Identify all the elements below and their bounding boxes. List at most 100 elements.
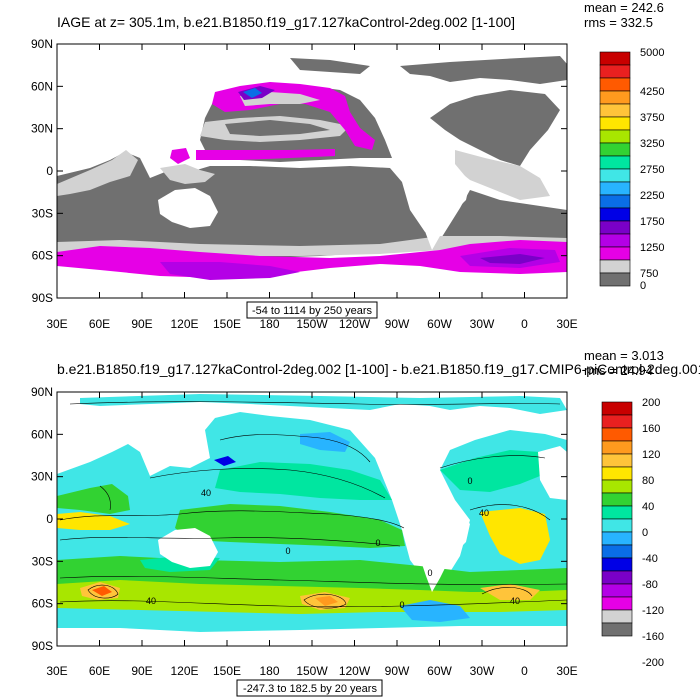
colorbar-swatch: [599, 103, 631, 118]
x-tick-label: 60W: [427, 664, 452, 678]
panel-2-north-pacific-darkblue: [214, 456, 236, 466]
panel-1-map: [57, 44, 567, 298]
panel-1-pacific-magenta-strip: [196, 149, 335, 160]
panel-1-np-blue: [243, 88, 262, 98]
contour-label: 0: [285, 546, 290, 556]
x-tick-label: 60W: [427, 317, 452, 331]
colorbar-label: 750: [640, 268, 658, 280]
colorbar-label: 1750: [640, 216, 664, 228]
colorbar-label: 80: [642, 475, 654, 487]
colorbar-label: 5000: [640, 47, 664, 59]
colorbar-swatch: [601, 583, 633, 598]
x-tick-label: 90E: [131, 664, 152, 678]
contour-line-12: [481, 587, 533, 597]
y-tick-label: 30S: [32, 206, 53, 220]
colorbar-swatch: [601, 544, 633, 559]
panel-1-indian-gray: [57, 150, 138, 196]
contour-line-2: [59, 536, 401, 547]
panel-2-y-ticks: 90N 60N 30N 0 30S 60S 90S: [31, 385, 567, 653]
colorbar-label: 120: [642, 449, 660, 461]
colorbar-swatch: [599, 246, 631, 261]
colorbar-label: 160: [642, 423, 660, 435]
panel-1-tropical-magenta: [170, 148, 190, 164]
y-tick-label: 30N: [31, 470, 53, 484]
x-tick-label: 150W: [296, 317, 328, 331]
panel-1-purple-patch-1: [160, 262, 300, 280]
x-tick-label: 120E: [170, 664, 198, 678]
panel-1-north-atlantic: [430, 90, 560, 166]
x-tick-label: 90W: [385, 317, 410, 331]
colorbar-swatch: [599, 207, 631, 222]
colorbar-label: 0: [642, 527, 648, 539]
colorbar-swatch: [601, 440, 633, 455]
x-tick-label: 90E: [131, 317, 152, 331]
colorbar-swatch: [599, 77, 631, 92]
contour-label: 0: [399, 600, 404, 610]
colorbar-label: -40: [642, 553, 658, 565]
colorbar-label: 200: [642, 397, 660, 409]
colorbar-swatch: [599, 220, 631, 235]
colorbar-swatch: [599, 259, 631, 274]
colorbar-swatch: [601, 609, 633, 624]
contour-label: 0: [427, 568, 432, 578]
x-tick-label: 30E: [556, 317, 577, 331]
y-tick-label: 90N: [31, 37, 53, 51]
y-tick-label: 0: [46, 512, 53, 526]
colorbar-label: -120: [642, 605, 664, 617]
colorbar-swatch: [599, 142, 631, 157]
y-tick-label: 90S: [32, 291, 53, 305]
colorbar-swatch: [601, 531, 633, 546]
panel-1-mean: mean = 242.6: [584, 0, 664, 15]
colorbar-swatch: [599, 233, 631, 248]
panel-1-australia: [158, 188, 218, 228]
x-tick-label: 0: [521, 664, 528, 678]
y-tick-label: 60N: [31, 79, 53, 93]
panel-1-range-box: -54 to 1114 by 250 years: [246, 301, 378, 319]
panel-2-contour-labels: 40 0 0 0 40 0 0 40 40: [146, 476, 520, 610]
contour-line-3: [149, 468, 386, 499]
panel-1-bering-ocean: [290, 58, 370, 74]
colorbar-swatch: [601, 466, 633, 481]
panel-2-indian-yellow: [57, 512, 130, 530]
x-tick-label: 30E: [46, 317, 67, 331]
panel-2-south-america: [410, 500, 470, 592]
panel-1-atlantic-gray: [455, 150, 550, 200]
colorbar-swatch: [601, 622, 633, 637]
x-tick-label: 0: [521, 317, 528, 331]
y-tick-label: 30S: [32, 554, 53, 568]
y-tick-label: 30N: [31, 122, 53, 136]
contour-label: 40: [510, 596, 520, 606]
colorbar-label: -80: [642, 579, 658, 591]
panel-1-x-ticks: 30E 60E 90E 120E 150E 180 150W 120W 90W 60W 30W 0 30…: [46, 44, 578, 331]
contour-label: 40: [146, 596, 156, 606]
panel-2-pacific-teal: [215, 462, 392, 500]
colorbar-swatch: [599, 194, 631, 209]
panel-2-africa: [538, 446, 567, 500]
y-tick-label: 90N: [31, 385, 53, 399]
contour-line-8: [439, 455, 546, 469]
colorbar-label: 0: [640, 280, 646, 292]
panel-2-range-box: -247.3 to 182.5 by 20 years: [236, 679, 383, 697]
x-tick-label: 120E: [170, 317, 198, 331]
contour-label: 0: [375, 538, 380, 548]
colorbar-swatch: [601, 557, 633, 572]
contour-line-7: [469, 504, 551, 521]
panel-1-title: IAGE at z= 305.1m, b.e21.B1850.f19_g17.1…: [57, 14, 515, 30]
colorbar-swatch: [599, 129, 631, 144]
colorbar-label: -200: [642, 657, 664, 669]
panel-1-south-america: [410, 158, 470, 250]
panel-2-colorbar: 200 160 120 80 40 0 -40 -80 -120 -160 -200: [601, 397, 664, 669]
colorbar-label: 3250: [640, 138, 664, 150]
x-tick-label: 150W: [296, 664, 328, 678]
x-tick-label: 120W: [339, 317, 371, 331]
panel-2-equatorial-green: [175, 504, 405, 548]
panel-2-hotspot-pacific-core: [315, 596, 338, 606]
panel-2-title: b.e21.B1850.f19_g17.127kaControl-2deg.00…: [57, 361, 700, 377]
colorbar-swatch: [599, 116, 631, 131]
colorbar-swatch: [599, 64, 631, 79]
panel-2-rms: rms = 24.94: [584, 363, 653, 378]
y-tick-label: 60N: [31, 427, 53, 441]
x-tick-label: 60E: [89, 317, 110, 331]
contour-line-13: [99, 485, 111, 511]
